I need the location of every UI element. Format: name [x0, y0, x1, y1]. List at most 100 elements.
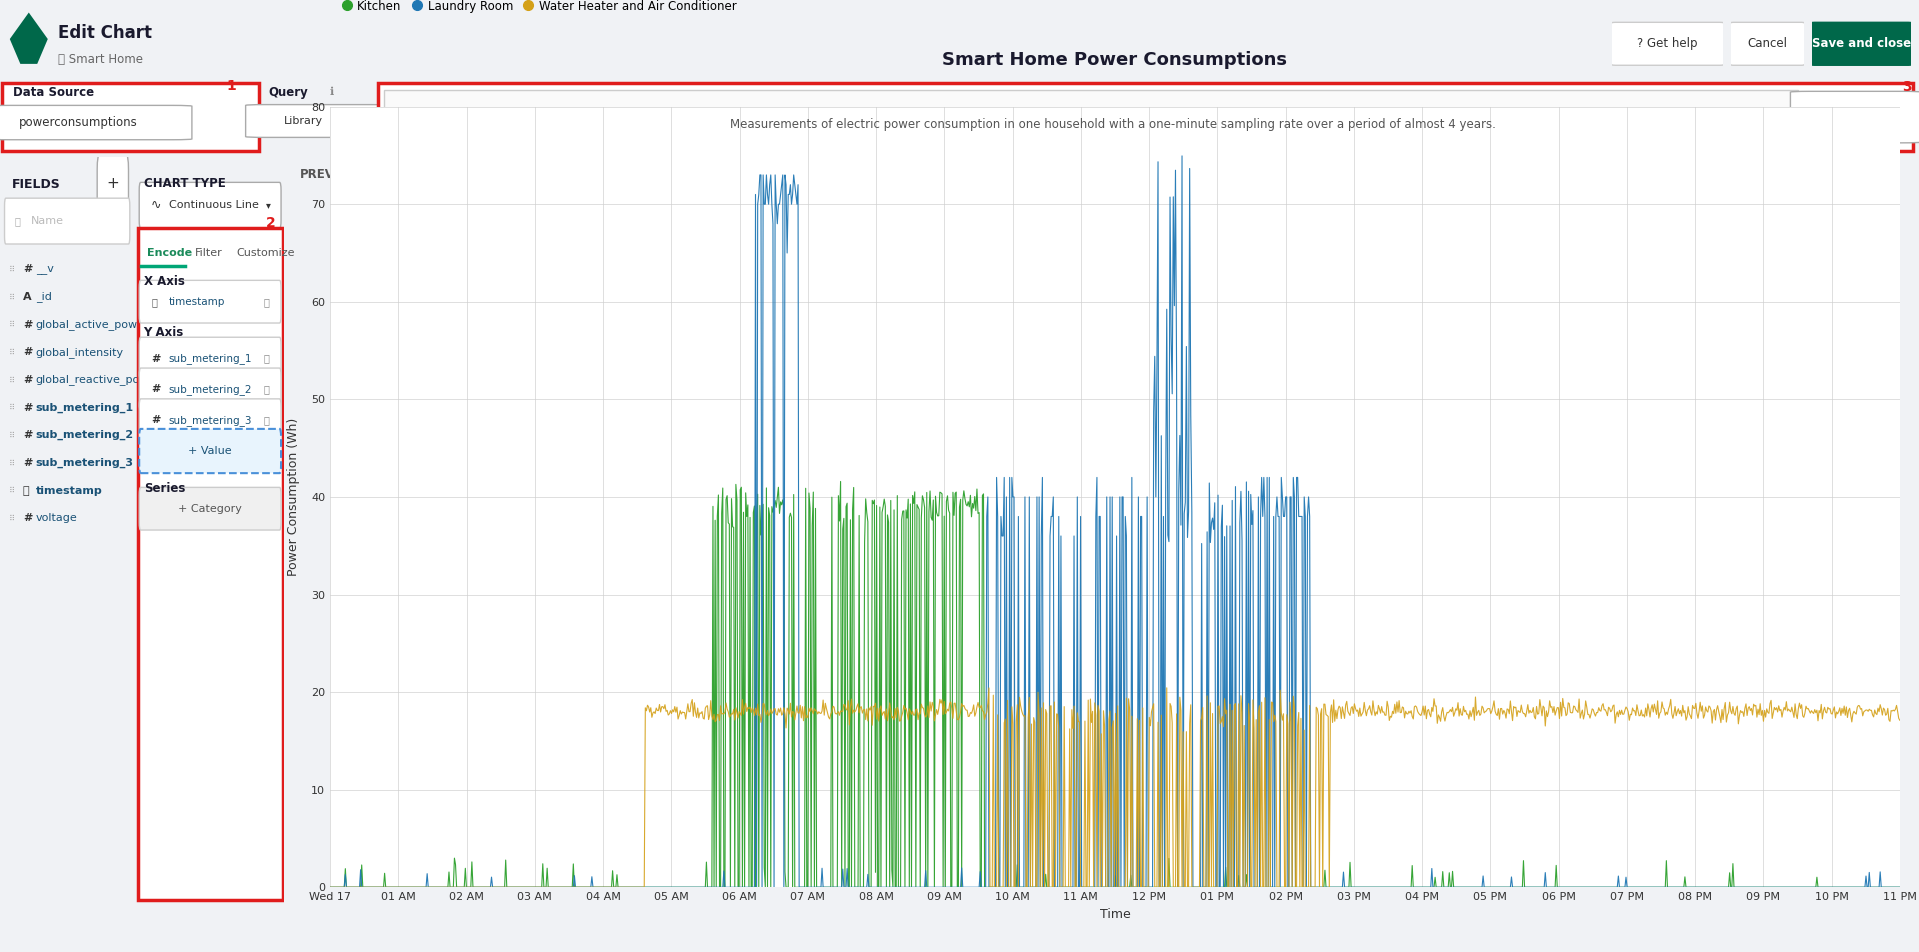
Text: powerconsumptions: powerconsumptions [19, 116, 138, 129]
Text: ∿: ∿ [152, 199, 161, 211]
Text: ⠿: ⠿ [8, 375, 15, 385]
Text: global_intensity: global_intensity [36, 347, 125, 358]
Text: Query: Query [269, 86, 309, 99]
FancyBboxPatch shape [1810, 22, 1913, 66]
Text: ⬛: ⬛ [23, 486, 29, 496]
FancyBboxPatch shape [140, 183, 280, 228]
Text: voltage: voltage [36, 513, 77, 524]
Text: sub_metering_1: sub_metering_1 [36, 403, 134, 413]
Text: #: # [23, 430, 33, 440]
Text: ⠿: ⠿ [8, 430, 15, 440]
Text: ⠿: ⠿ [8, 403, 15, 412]
FancyBboxPatch shape [140, 280, 280, 323]
Text: Edit Chart: Edit Chart [58, 25, 152, 42]
Text: X Axis: X Axis [144, 275, 184, 288]
Text: ? Get help: ? Get help [1637, 37, 1698, 50]
Text: #: # [23, 375, 33, 385]
FancyBboxPatch shape [1729, 22, 1806, 66]
Text: Data Source: Data Source [13, 86, 94, 99]
Text: #: # [152, 415, 161, 426]
Text: ▾: ▾ [351, 116, 357, 126]
FancyBboxPatch shape [246, 105, 390, 137]
FancyBboxPatch shape [384, 89, 1798, 145]
Text: 🗑: 🗑 [263, 385, 269, 394]
Text: #: # [23, 320, 33, 329]
Text: SUBSET: SUBSET [570, 172, 610, 183]
Text: global_active_power: global_active_power [36, 319, 150, 330]
FancyBboxPatch shape [98, 154, 129, 214]
Text: #: # [152, 385, 161, 394]
Text: ▾: ▾ [267, 200, 271, 210]
Text: ⠿: ⠿ [8, 486, 15, 495]
Text: {timestamp:{$gt: ISODate('2007-01-17T00:00:00.000+00:00'), $lt: ISODate('2007-01: {timestamp:{$gt: ISODate('2007-01-17T00:… [391, 109, 1090, 125]
Text: sub_metering_1: sub_metering_1 [169, 353, 251, 364]
Text: Apply: Apply [1838, 110, 1873, 124]
Text: Cancel: Cancel [1748, 37, 1787, 50]
Text: #: # [23, 513, 33, 524]
FancyBboxPatch shape [1790, 91, 1919, 143]
Text: Measurements of electric power consumption in one household with a one-minute sa: Measurements of electric power consumpti… [729, 118, 1497, 131]
Text: Continuous Line: Continuous Line [169, 200, 259, 210]
Text: #: # [152, 353, 161, 364]
FancyBboxPatch shape [140, 337, 280, 380]
FancyBboxPatch shape [0, 106, 192, 140]
Text: #: # [23, 403, 33, 412]
Text: FIELDS: FIELDS [12, 178, 61, 191]
Text: ⓘ: ⓘ [656, 171, 662, 184]
Text: #: # [23, 265, 33, 274]
FancyBboxPatch shape [140, 429, 280, 473]
Text: Y Axis: Y Axis [144, 326, 184, 339]
Y-axis label: Power Consumption (Wh): Power Consumption (Wh) [288, 418, 299, 576]
FancyBboxPatch shape [138, 228, 282, 900]
Text: Name: Name [31, 216, 63, 226]
Text: CHART TYPE: CHART TYPE [144, 177, 225, 189]
Text: sub_metering_3: sub_metering_3 [169, 415, 251, 426]
X-axis label: Time: Time [1100, 907, 1130, 921]
Text: + Category: + Category [178, 504, 242, 514]
Text: ⠿: ⠿ [8, 458, 15, 467]
Text: +: + [106, 176, 119, 191]
Text: 🗑: 🗑 [263, 353, 269, 364]
Text: _id: _id [36, 291, 52, 303]
Text: __v: __v [36, 265, 54, 274]
FancyBboxPatch shape [1610, 22, 1725, 66]
Text: 2: 2 [267, 216, 276, 230]
FancyBboxPatch shape [4, 198, 130, 244]
Text: + Value: + Value [188, 446, 232, 456]
Text: Customize: Customize [236, 248, 296, 259]
FancyBboxPatch shape [378, 155, 545, 201]
Text: ℹ: ℹ [330, 88, 334, 97]
FancyBboxPatch shape [140, 399, 280, 442]
Text: ⠿: ⠿ [8, 347, 15, 357]
Text: Save and close: Save and close [1812, 37, 1911, 50]
Text: timestamp: timestamp [169, 297, 225, 307]
FancyBboxPatch shape [1654, 155, 1858, 201]
Legend: Kitchen, Laundry Room, Water Heater and Air Conditioner: Kitchen, Laundry Room, Water Heater and … [336, 0, 741, 17]
Text: PREVIEW: PREVIEW [299, 168, 361, 181]
Text: timestamp: timestamp [36, 486, 102, 496]
Text: A: A [23, 292, 31, 302]
Text: ⬛: ⬛ [152, 297, 157, 307]
FancyBboxPatch shape [378, 83, 1913, 151]
Text: ⠿: ⠿ [8, 320, 15, 329]
Text: ⋯: ⋯ [1860, 170, 1873, 185]
Text: sub_metering_2: sub_metering_2 [169, 384, 251, 395]
Title: Smart Home Power Consumptions: Smart Home Power Consumptions [942, 51, 1288, 69]
Text: Library: Library [284, 116, 322, 126]
Text: 1: 1 [226, 79, 236, 93]
Text: 📊 Smart Home: 📊 Smart Home [58, 52, 142, 66]
Text: #: # [23, 458, 33, 467]
Text: ⠿: ⠿ [8, 292, 15, 302]
FancyBboxPatch shape [520, 155, 660, 201]
Text: Filter: Filter [196, 248, 223, 259]
FancyBboxPatch shape [140, 487, 280, 530]
FancyBboxPatch shape [2, 83, 259, 151]
Text: #: # [23, 347, 33, 357]
Text: sub_metering_2: sub_metering_2 [36, 430, 134, 441]
Text: ⠿: ⠿ [8, 514, 15, 523]
Text: 🗑: 🗑 [263, 297, 269, 307]
Text: Series: Series [144, 483, 184, 495]
Text: Encode: Encode [146, 248, 192, 259]
Text: 🗑: 🗑 [263, 415, 269, 426]
Text: global_reactive_pow...: global_reactive_pow... [36, 374, 159, 386]
